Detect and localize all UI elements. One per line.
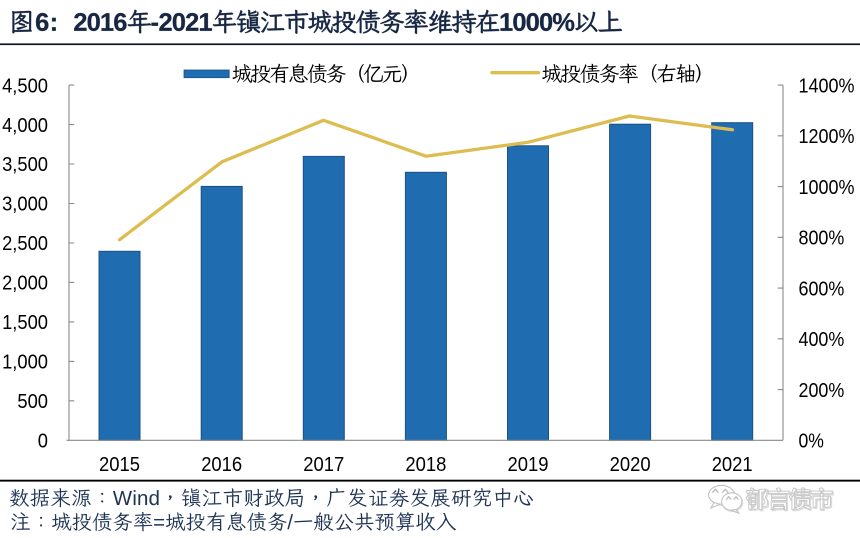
svg-text:0%: 0% [799,431,825,453]
svg-text:1,000: 1,000 [2,352,48,374]
svg-text:1000%: 1000% [799,177,855,199]
svg-text:1400%: 1400% [799,75,855,97]
svg-text:4,500: 4,500 [2,75,48,97]
svg-text:3,500: 3,500 [2,154,48,176]
svg-text:2016: 2016 [201,454,242,476]
svg-text:2017: 2017 [303,454,344,476]
svg-text:2019: 2019 [508,454,549,476]
svg-text:2020: 2020 [610,454,651,476]
svg-text:2015: 2015 [99,454,140,476]
svg-text:3,000: 3,000 [2,194,48,216]
svg-text:2021: 2021 [712,454,753,476]
svg-text:500: 500 [17,391,48,413]
svg-text:600%: 600% [799,278,845,300]
svg-text:200%: 200% [799,380,845,402]
svg-text:400%: 400% [799,329,845,351]
svg-text:2,500: 2,500 [2,233,48,255]
svg-text:2,000: 2,000 [2,273,48,295]
svg-text:0: 0 [38,431,48,453]
svg-text:800%: 800% [799,228,845,250]
svg-text:1,500: 1,500 [2,312,48,334]
svg-text:1200%: 1200% [799,126,855,148]
svg-text:4,000: 4,000 [2,115,48,137]
svg-text:2018: 2018 [405,454,446,476]
